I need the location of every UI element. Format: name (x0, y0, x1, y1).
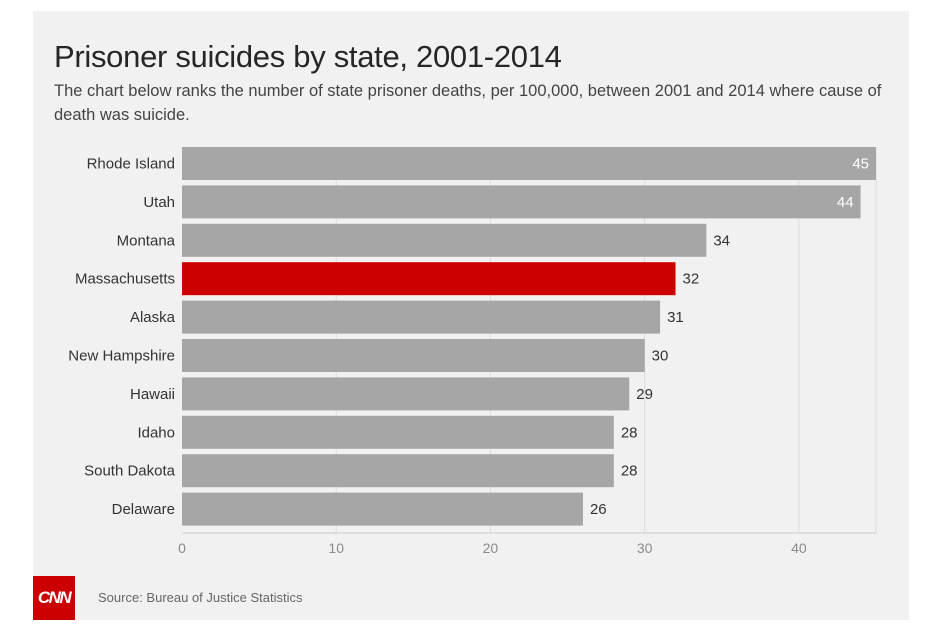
data-label: 28 (621, 463, 638, 480)
category-label: New Hampshire (68, 348, 175, 365)
x-tick-label: 20 (483, 540, 499, 556)
category-label: Montana (117, 232, 176, 249)
bar (182, 377, 630, 411)
data-label: 44 (837, 194, 854, 211)
bar (182, 147, 876, 180)
source-note: Source: Bureau of Justice Statistics (98, 590, 303, 605)
data-label: 28 (621, 424, 638, 441)
chart-title: Prisoner suicides by state, 2001-2014 (54, 39, 562, 74)
bar-chart: Rhode Island 45 Utah 44 Montana 34 Massachuset… (68, 147, 877, 556)
data-label: 30 (652, 348, 669, 365)
category-label: South Dakota (84, 463, 176, 480)
category-label: Delaware (112, 501, 175, 518)
x-tick-label: 0 (178, 540, 186, 556)
bar (182, 223, 707, 257)
category-label: Hawaii (130, 386, 175, 403)
cnn-logo-text: CNN (37, 588, 72, 607)
x-tick-label: 30 (637, 540, 653, 556)
chart-subtitle: The chart below ranks the number of stat… (54, 82, 882, 124)
data-label: 31 (667, 309, 684, 326)
bar (182, 415, 614, 449)
data-label: 29 (636, 386, 653, 403)
x-tick-label: 10 (328, 540, 344, 556)
bar (182, 339, 645, 372)
data-label: 26 (590, 501, 607, 518)
data-label: 32 (683, 271, 700, 288)
data-label: 34 (713, 232, 730, 249)
bar (182, 300, 661, 334)
data-label: 45 (852, 156, 869, 173)
bar (182, 185, 861, 219)
x-tick-label: 40 (791, 540, 807, 556)
bar (182, 262, 676, 296)
category-label: Alaska (130, 309, 176, 326)
chart-card: Prisoner suicides by state, 2001-2014 Th… (33, 11, 909, 620)
category-label: Rhode Island (87, 156, 175, 173)
cnn-logo: CNN (33, 576, 75, 620)
category-label: Idaho (137, 424, 175, 441)
category-label: Utah (143, 194, 175, 211)
bar (182, 454, 614, 488)
category-label: Massachusetts (75, 271, 175, 288)
bar (182, 492, 583, 526)
